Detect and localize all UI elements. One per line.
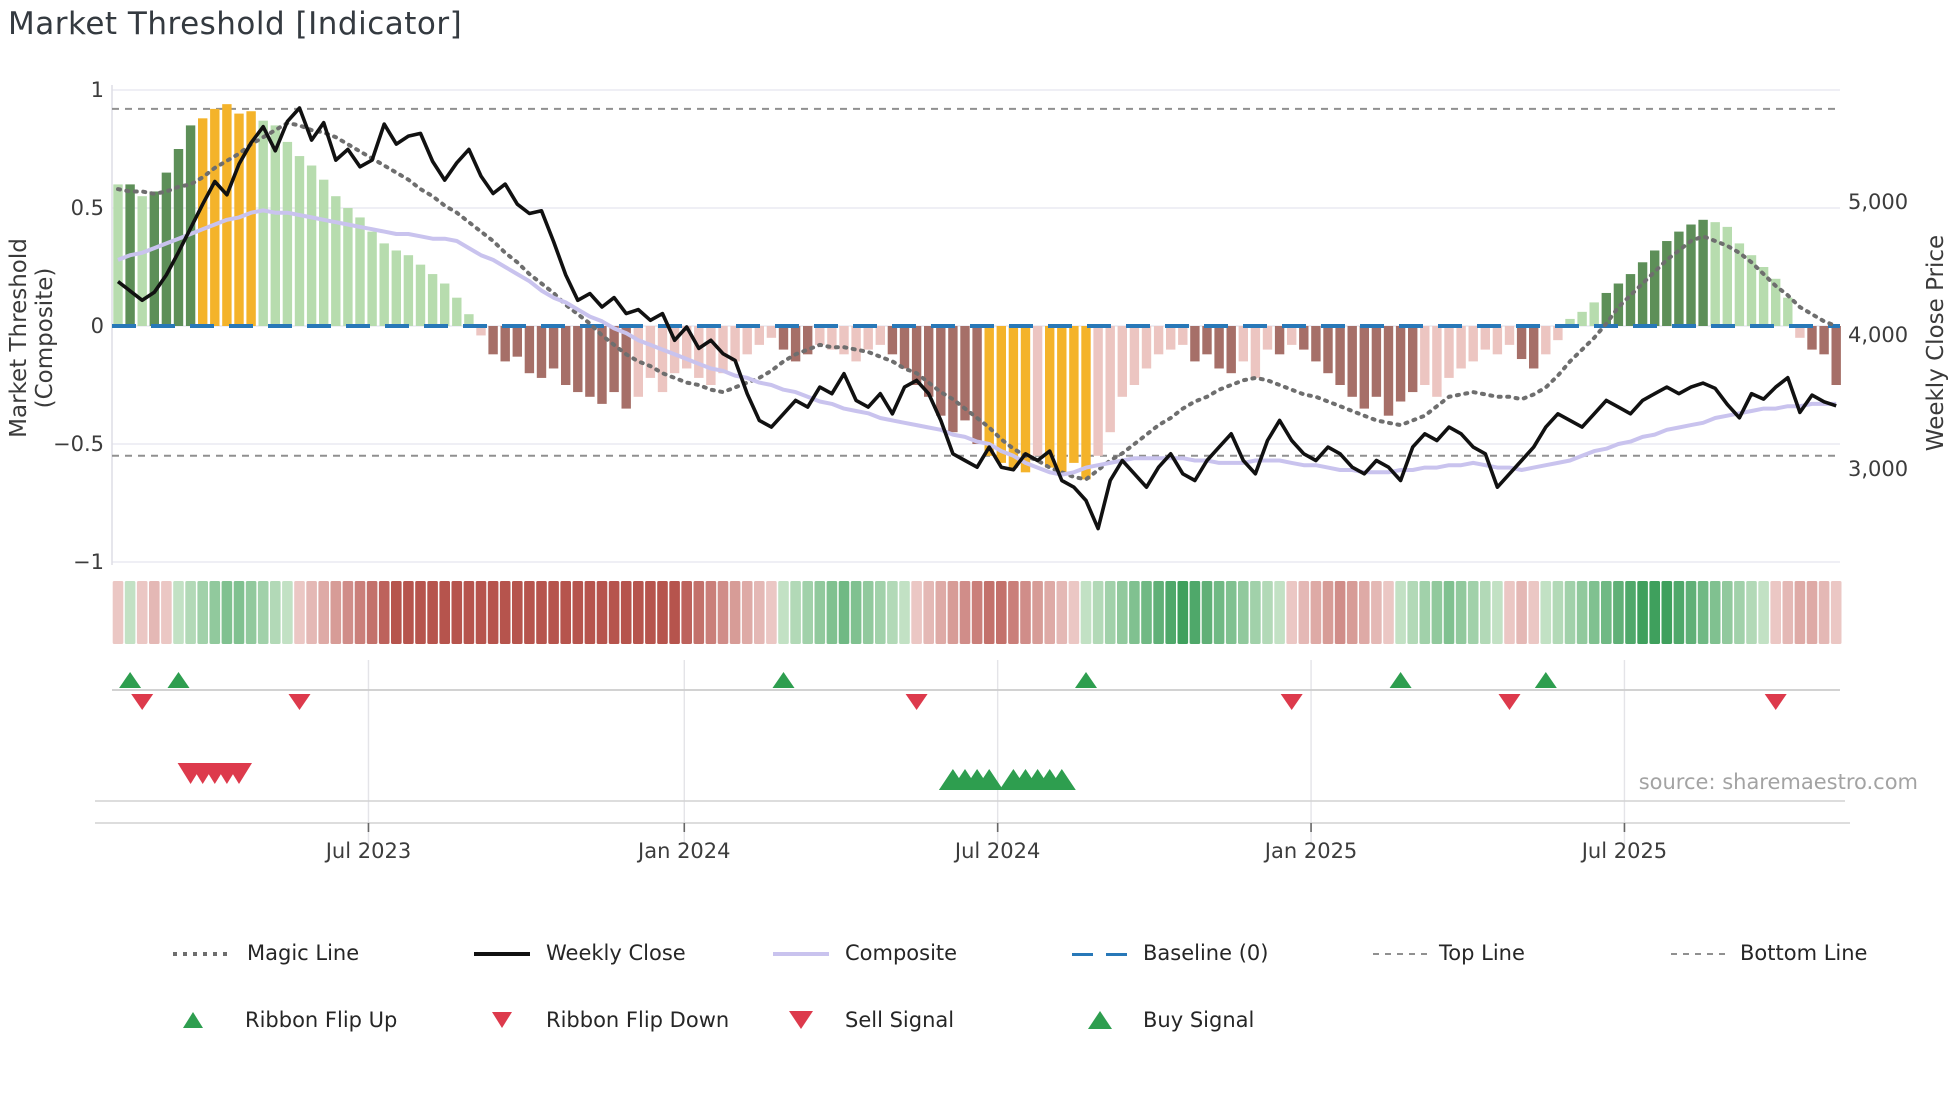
dashed-line-swatch bbox=[1671, 953, 1727, 955]
top-bottom-lines bbox=[112, 107, 1840, 457]
x-tick-label: Jan 2024 bbox=[638, 839, 731, 863]
triangle-down-icon bbox=[492, 1012, 512, 1028]
x-tick-label: Jul 2023 bbox=[325, 839, 412, 863]
triangle-up-icon bbox=[183, 1012, 203, 1028]
solid-line-swatch bbox=[474, 952, 530, 956]
x-tick-label: Jan 2025 bbox=[1264, 839, 1358, 863]
composite-line bbox=[117, 208, 1837, 477]
source-attribution: source: sharemaestro.com bbox=[1638, 770, 1918, 794]
y-left-tick-label: −1 bbox=[73, 550, 104, 574]
legend-label: Baseline (0) bbox=[1143, 941, 1269, 965]
legend-label: Buy Signal bbox=[1143, 1008, 1255, 1032]
dashed-line-swatch bbox=[1373, 953, 1429, 955]
weekly-close-line bbox=[116, 106, 1837, 531]
sell-signal-markers bbox=[177, 763, 252, 784]
y-left-tick-label: 0.5 bbox=[70, 196, 104, 220]
ribbon-flip-up-markers bbox=[119, 672, 1557, 688]
ribbon-strip bbox=[112, 581, 1842, 644]
y-right-tick-label: 5,000 bbox=[1848, 189, 1909, 214]
legend-label: Sell Signal bbox=[845, 1008, 955, 1032]
ribbon-flip-down-markers bbox=[131, 694, 1787, 710]
x-tick-label: Jul 2024 bbox=[954, 839, 1041, 863]
page-title: Market Threshold [Indicator] bbox=[8, 6, 463, 42]
legend-label: Composite bbox=[845, 941, 958, 965]
solid-line-swatch bbox=[773, 952, 829, 956]
dashed-line-swatch bbox=[1072, 953, 1128, 956]
legend-label: Ribbon Flip Down bbox=[546, 1008, 730, 1032]
y-left-tick-label: 0 bbox=[90, 314, 104, 338]
y-left-tick-label: −0.5 bbox=[53, 432, 104, 456]
triangle-up-icon bbox=[1088, 1011, 1112, 1029]
signal-panel bbox=[95, 660, 1850, 845]
y-right-tick-label: 3,000 bbox=[1848, 456, 1909, 481]
legend-label: Top Line bbox=[1439, 941, 1525, 965]
legend-label: Bottom Line bbox=[1740, 941, 1868, 965]
y-left-tick-label: 1 bbox=[90, 78, 104, 102]
legend-label: Magic Line bbox=[247, 941, 360, 965]
legend-label: Ribbon Flip Up bbox=[245, 1008, 398, 1032]
y-right-tick-label: 4,000 bbox=[1848, 323, 1909, 347]
buy-signal-markers bbox=[938, 769, 1076, 790]
dotted-line-swatch bbox=[173, 952, 229, 956]
x-tick-label: Jul 2025 bbox=[1581, 839, 1668, 863]
magic-line bbox=[116, 120, 1839, 482]
legend-label: Weekly Close bbox=[546, 941, 686, 965]
triangle-down-icon bbox=[789, 1011, 813, 1029]
